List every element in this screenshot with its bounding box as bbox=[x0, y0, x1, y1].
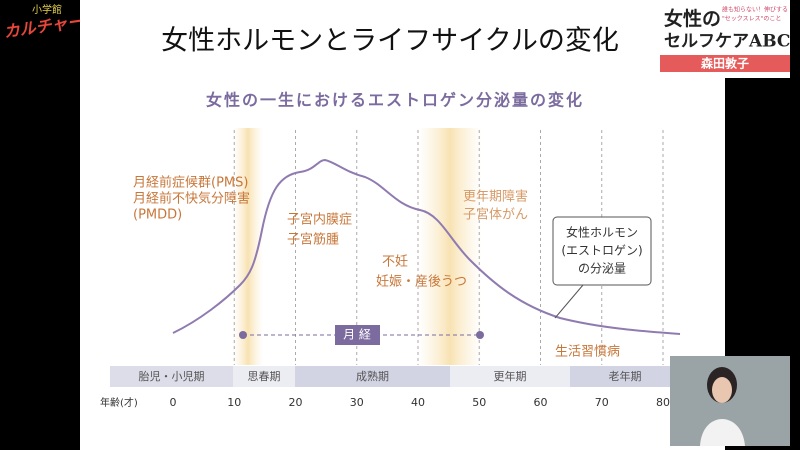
slide-subtitle: 女性の一生におけるエストロゲン分泌量の変化 bbox=[206, 91, 584, 110]
stage-segment bbox=[110, 366, 233, 387]
age-tick-label: 60 bbox=[534, 396, 548, 409]
age-tick-label: 10 bbox=[227, 396, 241, 409]
annotation: 不妊 bbox=[382, 255, 408, 270]
age-tick-label: 40 bbox=[411, 396, 425, 409]
age-label: 年齢(才) bbox=[100, 396, 138, 409]
stage-segment bbox=[233, 366, 295, 387]
estrogen-curve bbox=[172, 158, 681, 335]
age-tick-label: 0 bbox=[170, 396, 177, 409]
book-title: 女性の bbox=[664, 7, 721, 30]
stage-label: 胎児・小児期 bbox=[139, 369, 205, 383]
legend-box bbox=[552, 216, 652, 286]
menstruation-label: 月 経 bbox=[343, 328, 371, 342]
slide-title: 女性ホルモンとライフサイクルの変化 bbox=[161, 26, 619, 57]
span-dot bbox=[239, 331, 247, 339]
menstruation-box bbox=[335, 325, 380, 345]
logo-small: 小学館 bbox=[32, 3, 62, 16]
book-tagline: "セックスレス"のこと bbox=[722, 16, 781, 23]
book-tagline: 誰も知らない！伸びする bbox=[722, 6, 788, 14]
age-tick-label: 70 bbox=[595, 396, 609, 409]
span-dot bbox=[476, 331, 484, 339]
age-axis: 0 10 20 30 40 50 60 70 80 bbox=[170, 396, 671, 409]
age-tick-label: 80 bbox=[656, 396, 670, 409]
annotation: 子宮内膜症 bbox=[287, 212, 352, 228]
age-tick-label: 20 bbox=[289, 396, 303, 409]
book-author: 森田敦子 bbox=[701, 56, 749, 71]
annotation: 妊娠・産後うつ bbox=[376, 274, 467, 290]
legend-text: 女性ホルモン bbox=[566, 225, 638, 240]
stage-label: 更年期 bbox=[494, 369, 527, 383]
webcam-person bbox=[712, 377, 732, 403]
stage-label: 成熟期 bbox=[356, 369, 389, 383]
stage-segment bbox=[295, 366, 450, 387]
annotation: 更年期障害 bbox=[463, 189, 528, 205]
annotation: 月経前不快気分障害 bbox=[133, 191, 250, 207]
stage-segment bbox=[570, 366, 680, 387]
annotation: 子宮体がん bbox=[463, 207, 528, 223]
stage-label: 老年期 bbox=[609, 369, 642, 383]
plot bbox=[233, 128, 664, 365]
author-band bbox=[660, 55, 790, 72]
stage-segment bbox=[450, 366, 570, 387]
legend-text: (エストロゲン) bbox=[561, 244, 642, 258]
legend-text: の分泌量 bbox=[578, 262, 626, 276]
annotation: (PMDD) bbox=[133, 208, 182, 223]
webcam-person bbox=[700, 419, 745, 446]
stage-label: 思春期 bbox=[248, 370, 281, 383]
highlight-band bbox=[418, 128, 482, 365]
annotation: 生活習慣病 bbox=[555, 344, 620, 360]
legend-pointer bbox=[554, 284, 584, 319]
age-tick-label: 30 bbox=[350, 396, 364, 409]
age-tick-label: 50 bbox=[472, 396, 486, 409]
annotation: 月経前症候群(PMS) bbox=[133, 175, 248, 191]
annotation: 子宮筋腫 bbox=[287, 232, 339, 248]
stage-bar: 胎児・小児期 思春期 成熟期 更年期 老年期 bbox=[110, 366, 680, 387]
book-title: セルフケアABC bbox=[664, 32, 790, 52]
